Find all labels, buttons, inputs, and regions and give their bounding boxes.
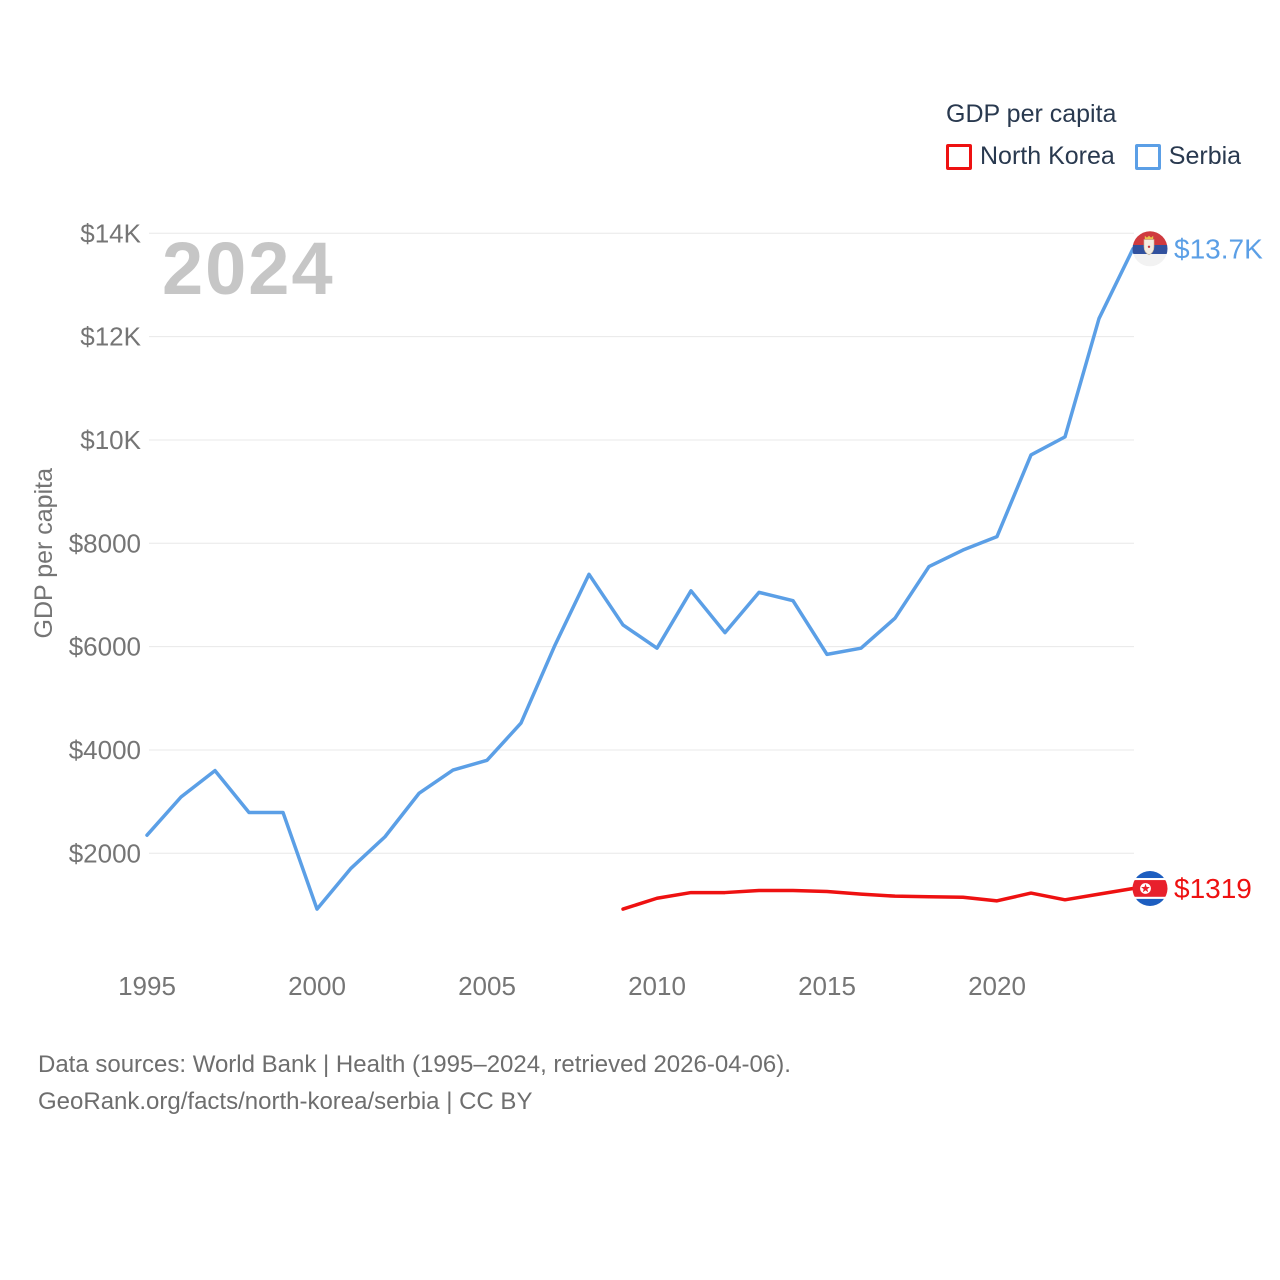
series-end-label-serbia: $13.7K — [1174, 233, 1263, 264]
x-tick-label: 2000 — [288, 971, 346, 1001]
footer: Data sources: World Bank | Health (1995–… — [38, 1046, 791, 1120]
year-watermark: 2024 — [162, 227, 335, 310]
legend-item-serbia[interactable]: Serbia — [1134, 142, 1242, 171]
y-tick-label: $14K — [80, 218, 141, 248]
north-korea-legend-checkbox[interactable] — [946, 143, 972, 170]
attribution-note: GeoRank.org/facts/north-korea/serbia | C… — [38, 1088, 533, 1115]
legend-label-serbia: Serbia — [1168, 142, 1242, 170]
y-tick-label: $2000 — [69, 838, 141, 868]
series-line-north-korea — [621, 886, 1135, 911]
serbia-legend-checkbox[interactable] — [1134, 143, 1161, 170]
legend: GDP per capita North Korea Serbia — [946, 100, 1241, 171]
series-line-serbia — [145, 247, 1135, 911]
y-tick-label: $6000 — [69, 632, 141, 662]
legend-title: GDP per capita — [946, 100, 1117, 128]
legend-item-north-korea[interactable]: North Korea — [946, 142, 1115, 171]
data-sources-note: Data sources: World Bank | Health (1995–… — [38, 1051, 791, 1078]
y-tick-label: $8000 — [69, 528, 141, 558]
chart-canvas: $2000 $4000 $6000 $8000 $10K $12K $14K 1995 2000… — [69, 218, 1263, 1001]
legend-row: North Korea Serbia — [946, 142, 1241, 171]
serbia-flag-icon — [1132, 231, 1168, 267]
x-tick-label: 2010 — [628, 971, 686, 1001]
x-tick-label: 2020 — [968, 971, 1026, 1001]
x-tick-label: 2015 — [798, 971, 856, 1001]
x-tick-label: 2005 — [458, 971, 516, 1001]
series-end-label-north-korea: $1319 — [1174, 873, 1252, 904]
legend-label-north-korea: North Korea — [980, 142, 1115, 170]
north-korea-flag-icon — [1132, 870, 1168, 906]
y-tick-label: $10K — [80, 425, 141, 455]
y-tick-label: $4000 — [69, 735, 141, 765]
x-tick-label: 1995 — [118, 971, 176, 1001]
y-tick-label: $12K — [80, 322, 141, 352]
